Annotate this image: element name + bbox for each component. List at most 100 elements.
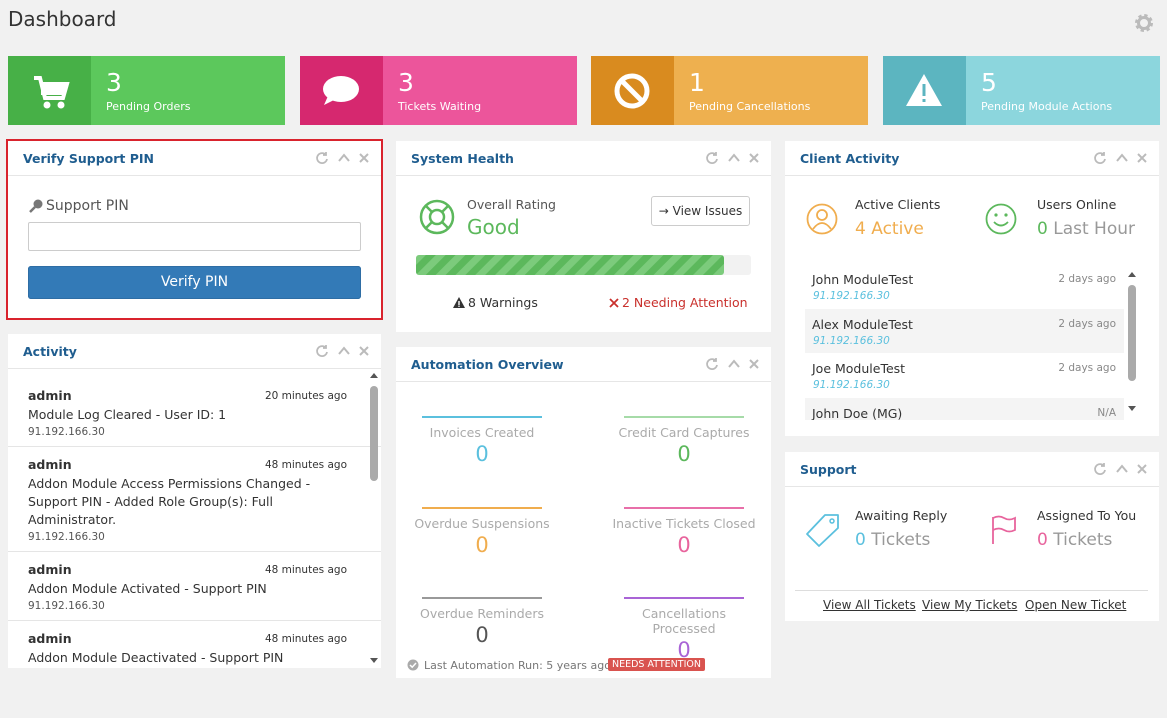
assigned-unit: Tickets [1053,530,1113,550]
client-activity-panel: Client Activity Active Clients 4 Active … [785,141,1159,436]
stat-value: 0 Tickets [1037,530,1112,550]
client-ip: 91.192.166.30 [813,290,890,302]
panel-controls[interactable] [1093,151,1149,165]
stat-value: 1 [689,68,705,97]
button-label: View Issues [672,204,743,218]
rating-value: Good [467,215,520,239]
assigned-count: 0 [1037,530,1048,550]
stat-tile[interactable]: 1 Pending Cancellations [591,56,868,125]
stat-value: 4 Active [855,219,924,239]
client-list: John ModuleTest 2 days ago 91.192.166.30 Al… [785,264,1145,420]
settings-icon[interactable] [1133,12,1155,34]
stat-value: 0 Tickets [855,530,930,550]
client-ip: 91.192.166.30 [813,379,890,391]
panel-controls[interactable] [315,151,371,165]
automation-item: Credit Card Captures 0 [609,416,759,466]
panel-controls[interactable] [315,344,371,358]
item-label: Invoices Created [429,425,535,440]
support-link[interactable]: View All Tickets [823,598,916,612]
automation-item: Inactive Tickets Closed 0 [609,506,759,557]
activity-entry: admin 48 minutes ago Addon Module Activate… [8,552,381,621]
client-name: John ModuleTest [812,272,914,287]
stat-tile[interactable]: 3 Pending Orders [8,56,285,125]
entry-user: admin [28,631,72,646]
stat-tile[interactable]: 5 Pending Module Actions [883,56,1160,125]
active-count: 4 [855,219,866,239]
entry-ip: 91.192.166.30 [28,600,105,612]
scrollbar[interactable] [1125,269,1139,415]
client-ip: 91.192.166.30 [813,334,890,347]
item-label: Credit Card Captures [618,425,750,440]
awaiting-unit: Tickets [871,530,931,550]
stat-value: 3 [106,68,122,97]
client-row[interactable]: Joe ModuleTest 2 days ago 91.192.166.30 [805,353,1124,397]
entry-time: 48 minutes ago [264,459,347,471]
client-row[interactable]: Alex ModuleTest 2 days ago 91.192.166.30 [805,308,1124,353]
close-icon [1137,153,1147,163]
entry-user: admin [28,457,72,472]
item-bar [624,506,744,509]
refresh-icon [706,152,718,164]
panel-header: Client Activity [785,141,1159,176]
client-name: Alex ModuleTest [812,316,913,332]
stat-label: Assigned To You [1037,508,1137,523]
stat-value: 3 [398,68,414,97]
stat-label: Users Online [1037,197,1117,212]
automation-item: Invoices Created 0 [407,416,557,466]
client-time: 2 days ago [1058,362,1116,374]
online-unit: Last Hour [1053,219,1135,239]
rating-label: Overall Rating [467,197,556,212]
refresh-icon [316,345,328,357]
entry-description: Addon Module Access Permissions Changed … [28,476,311,527]
activity-entry: admin 48 minutes ago Addon Module Deactiva… [8,621,381,668]
warning-icon [883,56,966,125]
support-link[interactable]: View My Tickets [922,598,1018,612]
divider [795,590,1148,591]
panel-controls[interactable] [1093,462,1149,476]
client-row[interactable]: John Doe (MG) N/A [805,397,1124,420]
client-time: N/A [1097,406,1116,419]
item-bar [422,416,542,418]
item-label: Inactive Tickets Closed [612,515,756,531]
panel-header: System Health [396,141,771,176]
client-row[interactable]: John ModuleTest 2 days ago 91.192.166.30 [805,264,1124,308]
pin-input[interactable] [28,222,361,251]
panel-title: Support [800,462,857,477]
support-panel: Support Awaiting Reply 0 Tickets Assigne… [785,452,1159,621]
client-name: Joe ModuleTest [812,361,906,376]
entry-user: admin [28,388,72,403]
item-value: 0 [677,532,691,557]
collapse-icon [728,153,740,162]
support-link[interactable]: Open New Ticket [1025,598,1127,612]
close-icon [749,153,759,163]
item-label: Overdue Reminders [419,606,545,621]
tag-icon [806,514,839,547]
item-value: 0 [475,623,489,647]
activity-panel: Activity admin 20 minutes ago Module Log C… [8,334,381,668]
panel-title: Client Activity [800,151,900,166]
view-issues-button[interactable]: → View Issues [651,196,750,226]
automation-item: Overdue Suspensions 0 [407,506,557,557]
stat-label: Pending Cancellations [689,100,811,113]
collapse-icon [728,359,740,368]
item-bar [422,597,542,599]
item-bar [624,597,744,599]
collapse-icon [338,153,350,162]
panel-controls[interactable] [705,357,761,371]
entry-description: Addon Module Deactivated - Support PIN [28,650,284,665]
stat-label: Pending Module Actions [981,100,1113,113]
ban-icon [591,56,674,125]
item-bar [422,506,542,509]
close-icon [359,346,369,356]
collapse-icon [1116,464,1128,473]
panel-controls[interactable] [705,151,761,165]
item-value: 0 [677,442,691,466]
stat-tile[interactable]: 3 Tickets Waiting [300,56,577,125]
verify-button[interactable]: Verify PIN [28,266,361,299]
client-time: 2 days ago [1058,317,1116,330]
scrollbar[interactable] [367,372,381,668]
item-bar [624,416,744,418]
panel-title: Automation Overview [411,357,564,372]
item-value: 0 [475,532,489,557]
item-value: 0 [475,442,489,466]
